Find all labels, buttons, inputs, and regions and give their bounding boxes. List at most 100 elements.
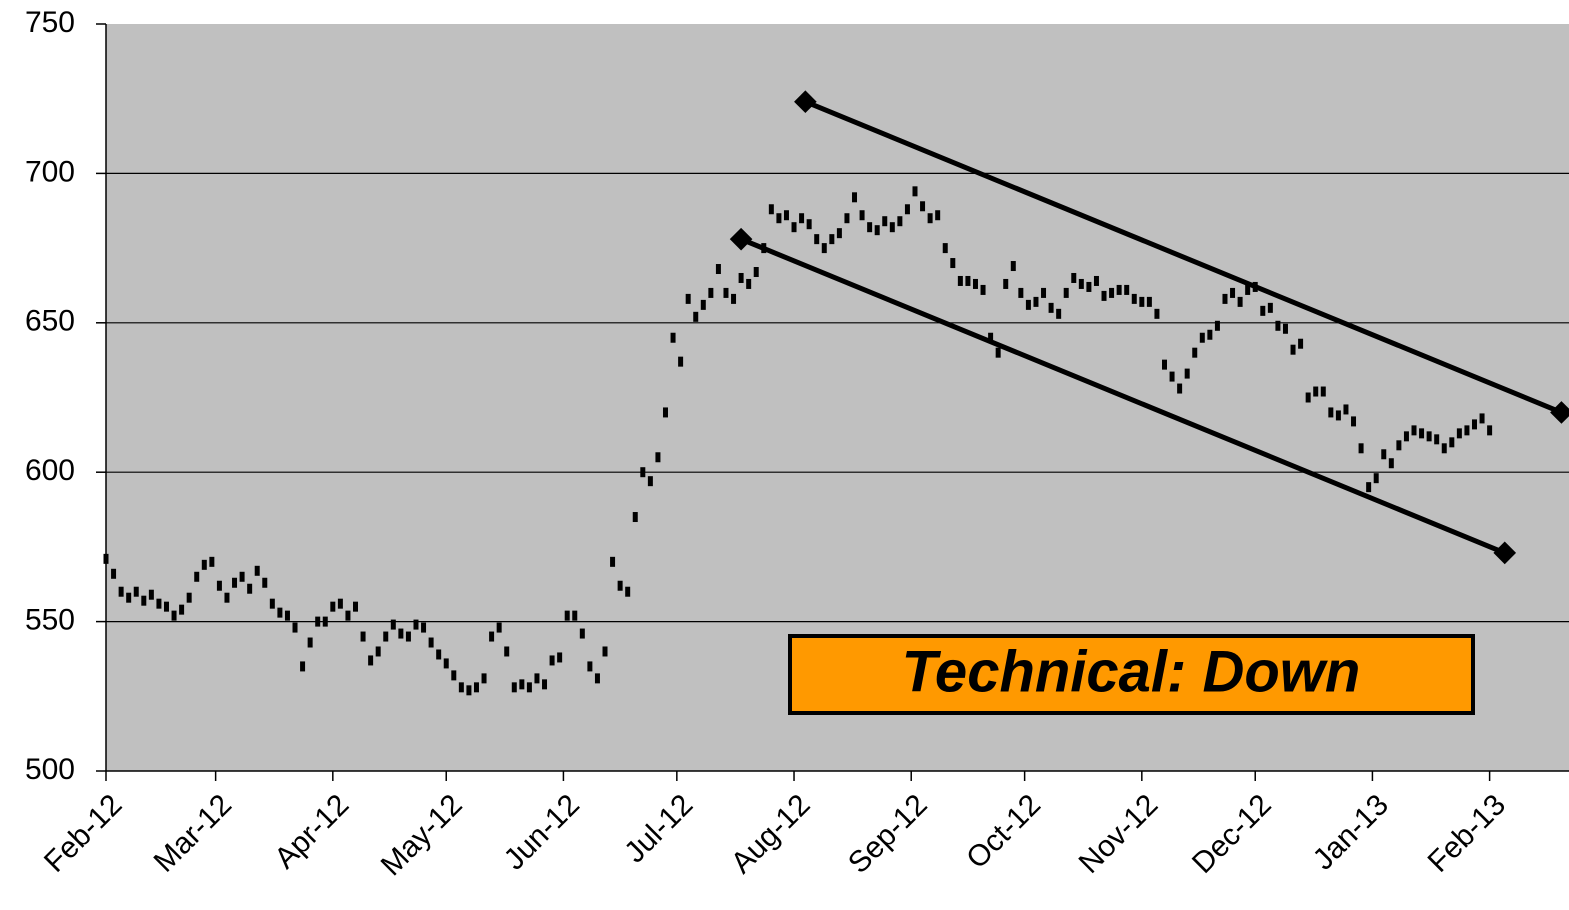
price-bar [867, 222, 873, 233]
price-bar [1358, 443, 1364, 454]
trend-point [1493, 541, 1517, 565]
price-bar [678, 356, 684, 367]
price-bar [1041, 287, 1047, 298]
price-bar [587, 661, 593, 672]
price-bar [1192, 347, 1198, 358]
x-tick-label: Nov-12 [1073, 788, 1165, 880]
price-bar [1146, 296, 1152, 307]
price-bar [980, 284, 986, 295]
x-tick-label: Sep-12 [842, 788, 934, 880]
x-tick-label: Jan-13 [1307, 788, 1395, 876]
price-bar [375, 646, 381, 657]
price-bar [1169, 371, 1175, 382]
price-bar [610, 556, 616, 567]
price-bar [1162, 359, 1168, 370]
price-bar [965, 275, 971, 286]
price-bar [1063, 287, 1069, 298]
price-bar [542, 679, 548, 690]
price-bar [715, 264, 721, 275]
price-bar [640, 467, 646, 478]
price-bar [1139, 296, 1145, 307]
price-bar [1449, 437, 1455, 448]
price-bar [133, 586, 139, 597]
price-bar [852, 192, 858, 203]
price-bar [322, 616, 328, 627]
price-bar [307, 637, 313, 648]
price-bar [935, 210, 941, 221]
price-bar [723, 287, 729, 298]
price-bar [564, 610, 570, 621]
price-bar [1441, 443, 1447, 454]
price-bar [451, 670, 457, 681]
price-bar [1396, 440, 1402, 451]
price-bar [209, 556, 215, 567]
price-bar [995, 347, 1001, 358]
price-bar [1124, 284, 1130, 295]
price-bar [1184, 368, 1190, 379]
price-bar [194, 571, 200, 582]
x-tick-label: Feb-12 [38, 788, 129, 879]
price-bar [572, 610, 578, 621]
price-bar [708, 287, 714, 298]
price-bar [617, 580, 623, 591]
price-bar [783, 210, 789, 221]
x-tick-label: Apr-12 [268, 788, 355, 875]
price-bar [1116, 284, 1122, 295]
price-bar [1471, 419, 1477, 430]
price-bar [1131, 293, 1137, 304]
price-bar [1403, 431, 1409, 442]
price-bar [163, 601, 169, 612]
price-bar [262, 577, 268, 588]
price-bar [383, 631, 389, 642]
price-bar [1373, 473, 1379, 484]
price-bar [481, 673, 487, 684]
price-bar [216, 580, 222, 591]
price-bar [269, 598, 275, 609]
price-bar [685, 293, 691, 304]
price-bar [436, 649, 442, 660]
price-bar [156, 598, 162, 609]
price-bar [118, 586, 124, 597]
grid [106, 172, 1569, 623]
price-bar [1033, 296, 1039, 307]
price-bar [337, 598, 343, 609]
price-bar [428, 637, 434, 648]
price-bar [368, 655, 374, 666]
price-bar [821, 243, 827, 254]
trend-point [794, 90, 817, 114]
price-bar [647, 476, 653, 487]
price-bar [625, 586, 631, 597]
price-bar [1335, 410, 1341, 421]
price-bar [753, 267, 759, 278]
price-bar [1101, 290, 1107, 301]
price-bar [791, 222, 797, 233]
price-bar [496, 622, 502, 633]
price-bar [1464, 425, 1470, 436]
price-bar [746, 278, 752, 289]
price-bar [897, 216, 903, 227]
price-bar [1426, 431, 1432, 442]
price-bar [1290, 344, 1296, 355]
price-bar [1351, 416, 1357, 427]
price-bar [1025, 299, 1031, 310]
x-tick-label: Oct-12 [960, 788, 1047, 875]
price-bar [1275, 320, 1281, 331]
price-bar [1078, 278, 1084, 289]
price-bar [1419, 428, 1425, 439]
price-bar [670, 332, 676, 343]
price-bar [889, 222, 895, 233]
price-bar [405, 631, 411, 642]
price-bar [1267, 302, 1273, 313]
price-bar [882, 216, 888, 227]
price-bar [360, 631, 366, 642]
price-bar [1010, 261, 1016, 272]
price-bar [972, 278, 978, 289]
price-bar [799, 213, 805, 224]
price-bar [912, 186, 918, 197]
price-bar [731, 293, 737, 304]
price-bar [232, 577, 238, 588]
price-bar [957, 275, 963, 286]
price-bar [1093, 275, 1099, 286]
annotation-box [788, 634, 1475, 715]
price-bar [247, 583, 253, 594]
